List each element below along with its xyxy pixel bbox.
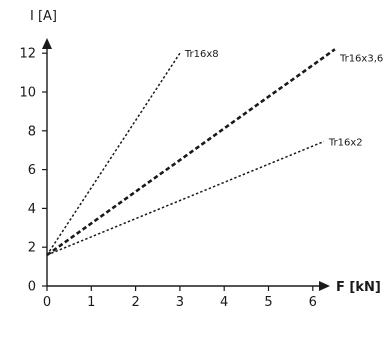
y-tick-label: 4	[28, 202, 36, 217]
series	[46, 48, 336, 257]
x-axis-arrow-icon	[319, 281, 330, 291]
series-label: Tr16x2	[328, 137, 363, 148]
x-axis-label: F [kN]	[336, 280, 381, 295]
x-tick-label: 2	[131, 295, 139, 310]
series-label: Tr16x3,6	[339, 53, 383, 64]
x-tick-label: 0	[43, 295, 51, 310]
axes	[42, 38, 330, 291]
x-tick-label: 3	[176, 295, 184, 310]
y-axis-arrow-icon	[42, 38, 52, 49]
y-tick-label: 12	[19, 47, 36, 62]
x-tick-label: 6	[309, 295, 317, 310]
y-tick-label: 0	[28, 280, 36, 295]
y-tick-label: 8	[28, 124, 36, 139]
x-tick-label: 5	[264, 295, 272, 310]
x-tick-label: 1	[87, 295, 95, 310]
series-line-tr16x3-6	[46, 48, 336, 257]
series-label: Tr16x8	[184, 49, 219, 60]
x-tick-label: 4	[220, 295, 228, 310]
y-axis-label: I [A]	[30, 9, 57, 24]
series-line-tr16x8	[46, 52, 181, 256]
y-tick-label: 6	[28, 163, 36, 178]
y-tick-label: 2	[28, 241, 36, 256]
labels: I [A] F [kN] Tr16x8 Tr16x3,6 Tr16x2	[30, 9, 383, 295]
y-tick-label: 10	[19, 86, 36, 101]
series-line-tr16x2	[46, 140, 325, 256]
